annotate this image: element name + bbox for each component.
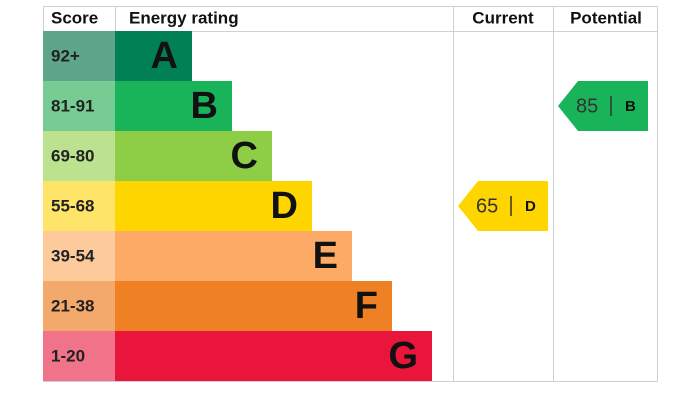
rating-bar [115, 181, 312, 231]
rating-bar [115, 231, 352, 281]
header-rating: Energy rating [129, 8, 239, 27]
potential-arrow [558, 81, 648, 131]
header-current: Current [472, 8, 534, 27]
rating-bar [115, 131, 272, 181]
score-label: 81-91 [51, 96, 94, 115]
potential-rating: B [625, 98, 636, 115]
score-cell [43, 231, 115, 281]
rating-letter: C [231, 135, 258, 177]
score-label: 55-68 [51, 196, 94, 215]
potential-score: 85 [576, 95, 598, 117]
current-arrow [458, 181, 548, 231]
rating-bar [115, 281, 392, 331]
score-cell [43, 281, 115, 331]
score-cell [43, 81, 115, 131]
score-label: 39-54 [51, 246, 95, 265]
rating-letter: G [388, 335, 418, 377]
rating-letter: A [151, 35, 178, 77]
score-cell [43, 131, 115, 181]
score-label: 69-80 [51, 146, 94, 165]
rating-letter: E [313, 235, 338, 277]
current-rating: D [525, 198, 536, 215]
score-label: 92+ [51, 46, 80, 65]
score-cell [43, 331, 115, 381]
rating-bar [115, 81, 232, 131]
rating-letter: F [355, 285, 378, 327]
rating-bar [115, 31, 192, 81]
header-score: Score [51, 8, 98, 27]
header-potential: Potential [570, 8, 642, 27]
score-label: 1-20 [51, 346, 85, 365]
rating-letter: D [271, 185, 298, 227]
current-score: 65 [476, 195, 498, 217]
rating-bar [115, 331, 432, 381]
score-cell [43, 181, 115, 231]
score-cell [43, 31, 115, 81]
score-label: 21-38 [51, 296, 94, 315]
rating-letter: B [191, 85, 218, 127]
